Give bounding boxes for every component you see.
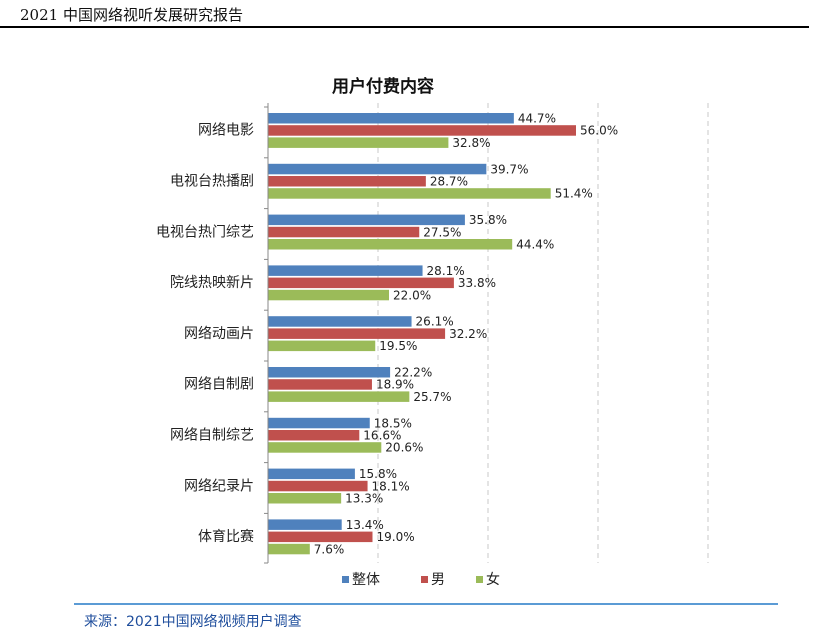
data-label: 22.2% xyxy=(394,366,432,380)
category-label: 电视台热门综艺 xyxy=(156,224,254,240)
data-label: 33.8% xyxy=(458,276,496,290)
data-label: 18.1% xyxy=(372,479,410,493)
legend-swatch xyxy=(342,576,349,583)
data-label: 39.7% xyxy=(490,162,528,176)
category-label: 网络动画片 xyxy=(184,326,254,342)
data-label: 18.9% xyxy=(376,378,414,392)
data-label: 27.5% xyxy=(423,225,461,239)
bar xyxy=(268,125,576,136)
bar xyxy=(268,328,446,339)
data-label: 32.2% xyxy=(449,327,487,341)
bar xyxy=(268,468,355,480)
data-label: 28.1% xyxy=(427,264,465,278)
data-label: 28.7% xyxy=(430,175,468,189)
bar xyxy=(268,340,376,352)
category-label: 网络自制剧 xyxy=(184,377,254,393)
bar xyxy=(268,113,514,124)
bar xyxy=(268,493,342,504)
category-label: 网络纪录片 xyxy=(184,478,254,494)
bar xyxy=(268,519,342,530)
bar xyxy=(268,188,551,199)
bar xyxy=(268,316,412,327)
bar xyxy=(268,226,420,238)
bar xyxy=(268,176,426,187)
source-divider xyxy=(74,603,778,605)
bar xyxy=(268,289,389,301)
data-label: 25.7% xyxy=(413,390,451,404)
bar xyxy=(268,417,370,429)
bar xyxy=(268,430,360,441)
bar xyxy=(268,277,454,289)
legend-swatch xyxy=(476,576,483,583)
header-divider xyxy=(0,26,809,28)
bar xyxy=(268,531,373,543)
data-label: 19.5% xyxy=(379,339,417,353)
category-label: 院线热映新片 xyxy=(170,275,254,291)
data-label: 51.4% xyxy=(555,187,593,201)
data-label: 18.5% xyxy=(374,416,412,430)
category-label: 体育比赛 xyxy=(198,529,254,545)
bar xyxy=(268,163,487,175)
bar xyxy=(268,543,310,555)
chart-title: 用户付费内容 xyxy=(332,76,434,97)
bar xyxy=(268,391,410,402)
legend-label: 女 xyxy=(486,571,500,588)
bar xyxy=(268,265,423,276)
source-note: 来源：2021中国网络视频用户调查 xyxy=(84,614,302,630)
bar xyxy=(268,239,513,250)
data-label: 26.1% xyxy=(416,315,454,329)
bar xyxy=(268,214,465,226)
bar xyxy=(268,442,382,453)
category-label: 电视台热播剧 xyxy=(170,174,254,190)
data-label: 44.7% xyxy=(518,112,556,126)
data-label: 22.0% xyxy=(393,288,431,302)
category-label: 网络电影 xyxy=(198,123,254,139)
legend-swatch xyxy=(421,576,428,583)
data-label: 19.0% xyxy=(377,530,415,544)
data-label: 56.0% xyxy=(580,124,618,138)
data-label: 16.6% xyxy=(363,429,401,443)
bar xyxy=(268,367,391,378)
legend-label: 男 xyxy=(431,572,445,588)
category-label: 网络自制综艺 xyxy=(170,428,254,444)
bar xyxy=(268,137,449,148)
data-label: 13.4% xyxy=(346,518,384,532)
data-label: 7.6% xyxy=(314,542,345,556)
data-label: 20.6% xyxy=(385,441,423,455)
data-label: 44.4% xyxy=(516,238,554,252)
data-label: 15.8% xyxy=(359,467,397,481)
data-label: 32.8% xyxy=(452,136,490,150)
bar xyxy=(268,480,368,492)
data-label: 35.8% xyxy=(469,213,507,227)
bar xyxy=(268,379,372,390)
legend-label: 整体 xyxy=(352,572,380,588)
report-header: 2021 中国网络视听发展研究报告 xyxy=(20,6,243,24)
data-label: 13.3% xyxy=(345,492,383,506)
